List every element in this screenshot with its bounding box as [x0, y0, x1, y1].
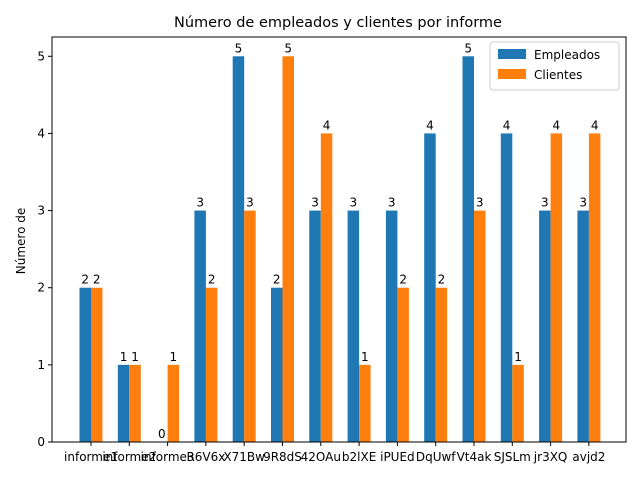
data-label: 3	[388, 196, 396, 210]
data-label: 1	[131, 350, 139, 364]
x-tick-label: b2lXE	[342, 450, 376, 464]
x-tick-label: avjd2	[572, 450, 605, 464]
data-label: 3	[541, 196, 549, 210]
x-tick-label: SJSLm	[494, 450, 531, 464]
data-label: 3	[476, 196, 484, 210]
x-tick-label: informe2	[102, 450, 156, 464]
bar-clientes	[397, 287, 409, 442]
bar-empleados	[194, 210, 206, 442]
bar-empleados	[462, 56, 474, 443]
bar-empleados	[500, 133, 513, 442]
data-label: 4	[323, 118, 331, 132]
legend-label: Clientes	[534, 68, 582, 82]
bar-empleados	[309, 210, 321, 442]
data-label: 4	[553, 118, 561, 132]
bar-clientes	[512, 364, 524, 442]
bar-clientes	[588, 133, 601, 442]
data-label: 4	[426, 118, 434, 132]
bar-clientes	[435, 287, 448, 442]
bar-clientes	[91, 287, 103, 442]
legend-swatch	[498, 49, 526, 59]
data-label: 5	[284, 41, 292, 55]
bar-clientes	[205, 287, 218, 442]
x-tick-label: 42OAu	[301, 450, 341, 464]
bar-empleados	[385, 210, 398, 442]
data-label: 1	[170, 350, 178, 364]
y-axis-label: Número de	[14, 208, 28, 274]
bar-empleados	[232, 56, 245, 443]
x-tick-label: informe3	[141, 450, 195, 464]
bar-clientes	[359, 364, 371, 442]
data-label: 2	[81, 273, 89, 287]
x-tick-label: R6V6x	[186, 450, 225, 464]
data-label: 5	[235, 41, 243, 55]
bar-clientes	[244, 210, 256, 442]
bar-clientes	[129, 364, 141, 442]
plot-frame	[51, 36, 627, 443]
bar-empleados	[79, 287, 91, 442]
data-label: 3	[196, 196, 204, 210]
y-tick-label: 5	[37, 49, 45, 63]
y-tick-label: 3	[37, 204, 45, 218]
data-label: 0	[158, 427, 166, 441]
chart-title: Número de empleados y clientes por infor…	[174, 15, 502, 31]
bar-clientes	[167, 364, 180, 442]
data-label: 5	[464, 41, 472, 55]
bar-empleados	[577, 210, 589, 442]
bar-empleados	[347, 210, 360, 442]
bar-empleados	[424, 133, 436, 442]
bar-clientes	[282, 56, 294, 443]
data-label: 2	[93, 273, 101, 287]
x-tick-label: Vt4ak	[457, 450, 492, 464]
data-label: 1	[120, 350, 128, 364]
x-tick-label: X71Bw	[223, 450, 265, 464]
y-tick-label: 2	[37, 281, 45, 295]
x-tick-label: 9R8dS	[263, 450, 302, 464]
data-label: 4	[503, 118, 511, 132]
bar-empleados	[539, 210, 551, 442]
y-tick-label: 1	[37, 358, 45, 372]
data-label: 4	[591, 118, 599, 132]
data-label: 3	[311, 196, 319, 210]
x-tick-label: informe1	[64, 450, 118, 464]
x-tick-label: jr3XQ	[533, 450, 568, 464]
data-label: 1	[361, 350, 369, 364]
bar-empleados	[117, 364, 130, 442]
y-tick-label: 4	[37, 126, 45, 140]
y-tick-label: 0	[37, 435, 45, 449]
x-tick-label: iPUEd	[380, 450, 415, 464]
legend-label: Empleados	[534, 48, 600, 62]
data-label: 3	[246, 196, 254, 210]
data-label: 3	[350, 196, 358, 210]
data-label: 2	[399, 273, 407, 287]
bar-clientes	[320, 133, 333, 442]
legend: Empleados Clientes	[489, 41, 620, 91]
x-tick-label: DqUwf	[416, 450, 456, 464]
data-label: 1	[514, 350, 522, 364]
bar-clientes	[550, 133, 563, 442]
bar-empleados	[271, 287, 283, 442]
bar-clientes	[474, 210, 486, 442]
data-label: 2	[438, 273, 446, 287]
data-label: 2	[208, 273, 216, 287]
data-label: 3	[579, 196, 587, 210]
legend-swatch	[498, 69, 526, 79]
data-label: 2	[273, 273, 281, 287]
